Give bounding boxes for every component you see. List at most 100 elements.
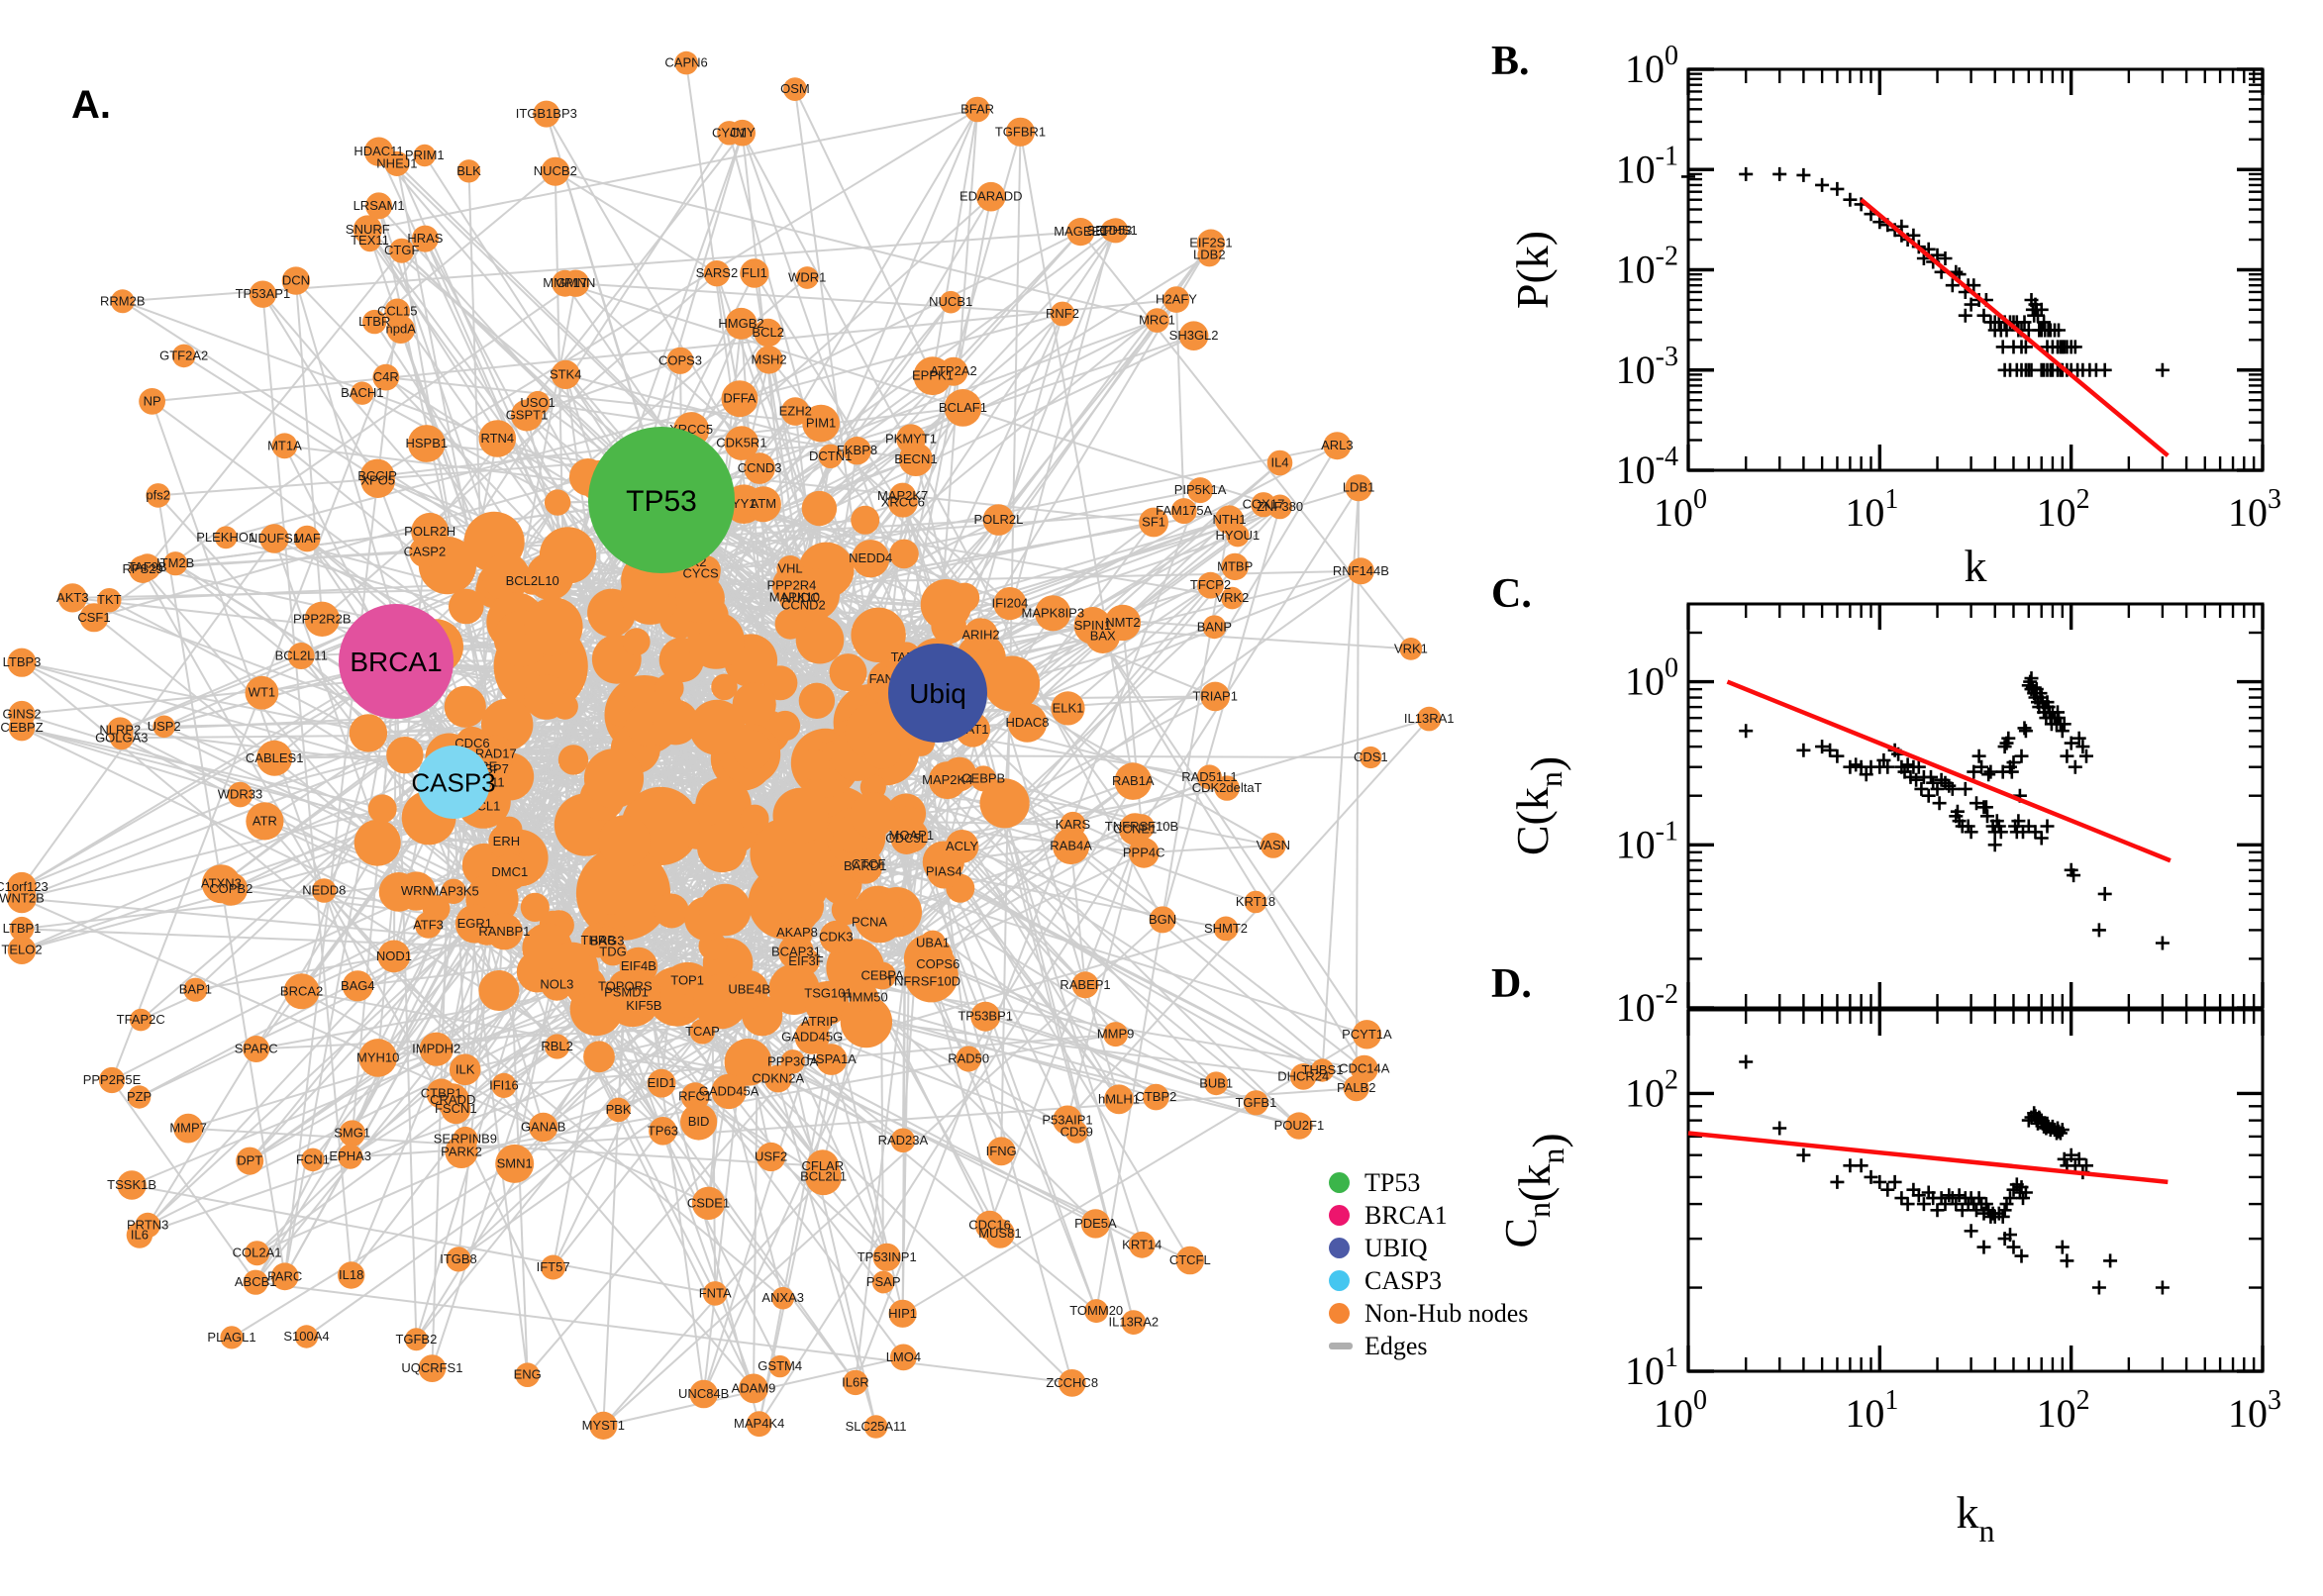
network-edge: [1019, 132, 1135, 782]
gene-label: P53AIP1: [1042, 1112, 1092, 1127]
network-node: [256, 740, 293, 776]
network-edge: [683, 489, 1201, 593]
network-node: [404, 1328, 428, 1351]
gene-label: PRTN3: [127, 1218, 168, 1233]
gene-label: GADD45G: [781, 1029, 843, 1044]
network-node: [544, 489, 571, 516]
network-node: [541, 1254, 566, 1280]
gene-label: CCL15: [377, 303, 417, 318]
network-node: [249, 280, 277, 308]
gene-label: NDUFS1: [249, 531, 300, 546]
network-node: [533, 100, 560, 128]
network-node: [1007, 703, 1048, 743]
data-point: [1995, 1209, 2010, 1224]
network-node: [551, 359, 580, 389]
gene-label: MRC1: [1139, 313, 1175, 328]
gene-label: NUCB1: [929, 294, 972, 309]
network-node: [818, 444, 843, 468]
data-point: [2155, 1280, 2170, 1295]
gene-label: IL13RA1: [1404, 711, 1455, 726]
data-point: [1970, 796, 1983, 811]
network-node: [449, 1053, 481, 1086]
gene-label: BRCA2: [280, 983, 323, 998]
gene-label: PLEKHO1: [196, 530, 255, 545]
data-point: [1830, 1174, 1845, 1189]
network-node: [1103, 1022, 1129, 1047]
network-edge: [301, 990, 545, 1129]
network-node: [910, 968, 937, 995]
data-point: [2067, 868, 2081, 883]
gene-label: ATR: [252, 813, 277, 828]
network-node: [491, 1072, 517, 1098]
data-point: [1950, 804, 1965, 819]
network-node: [721, 380, 758, 418]
gene-label: CCNE1: [1113, 822, 1157, 837]
data-point: [1887, 1174, 1902, 1189]
gene-label: KARS: [1056, 817, 1091, 832]
gene-label: GTF2A2: [159, 348, 208, 362]
network-node: [831, 894, 862, 926]
network-edge: [574, 282, 982, 659]
gene-label: CTGF: [384, 243, 419, 257]
gene-label: CASP2: [404, 545, 447, 559]
network-node: [1143, 1083, 1169, 1111]
network-node: [863, 731, 902, 769]
network-node: [271, 433, 298, 459]
network-edge: [685, 62, 804, 907]
axis-tick-label: 10-4: [1616, 442, 1678, 492]
gene-label: HYOU1: [1216, 528, 1261, 543]
gene-label: FAM175A: [1156, 503, 1212, 518]
data-point: [1880, 1182, 1895, 1197]
data-point: [2103, 1253, 2118, 1268]
network-edge: [283, 660, 397, 1277]
node-swatch-icon: [1329, 1238, 1350, 1258]
network-node: [552, 693, 578, 720]
network-node: [511, 399, 543, 432]
network-node: [1051, 691, 1085, 726]
network-node: [606, 1097, 631, 1123]
network-node: [890, 1128, 916, 1153]
network-node: [1121, 1310, 1147, 1335]
data-point: [2097, 362, 2112, 377]
network-node: [647, 1068, 676, 1098]
network-node: [754, 318, 782, 348]
network-node: [407, 425, 446, 462]
data-point: [2014, 1248, 2029, 1263]
data-point: [2060, 1253, 2074, 1268]
network-edge: [429, 132, 744, 533]
network-edge: [741, 132, 1163, 921]
network-edge: [147, 865, 866, 1227]
gene-label: GSPT1: [506, 408, 549, 423]
gene-label: PDE5A: [1074, 1216, 1117, 1231]
network-node: [9, 916, 35, 942]
gene-label: EPHA3: [329, 1148, 371, 1163]
network-node: [129, 555, 157, 583]
network-node: [1310, 1058, 1335, 1082]
gene-label: CDS1: [1354, 749, 1388, 764]
gene-label: EIF4B: [621, 958, 656, 973]
network-node: [1080, 1209, 1111, 1239]
gene-label: H2AFY: [1156, 292, 1197, 307]
network-node: [1139, 507, 1168, 538]
network-node: [304, 601, 340, 637]
gene-label: YY1: [732, 496, 757, 511]
network-node: [342, 970, 373, 1002]
gene-label: LTBP1: [3, 921, 42, 936]
gene-label: TCAP: [685, 1024, 720, 1039]
gene-label: PALB2: [1337, 1080, 1376, 1095]
network-edge: [131, 1184, 716, 1295]
network-node: [312, 878, 337, 903]
gene-label: CRADD: [430, 1092, 475, 1107]
gene-label: LDB2: [1193, 248, 1226, 262]
gene-label: NOD1: [376, 948, 412, 963]
gene-label: ITM2B: [156, 555, 194, 570]
network-edge: [741, 132, 939, 694]
network-edge: [122, 300, 662, 501]
network-node: [456, 159, 481, 183]
network-node: [7, 648, 37, 677]
gene-label: ATP2A2: [930, 363, 976, 378]
network-edge: [187, 916, 880, 1130]
network-node: [1360, 746, 1382, 769]
network-node: [411, 225, 439, 252]
